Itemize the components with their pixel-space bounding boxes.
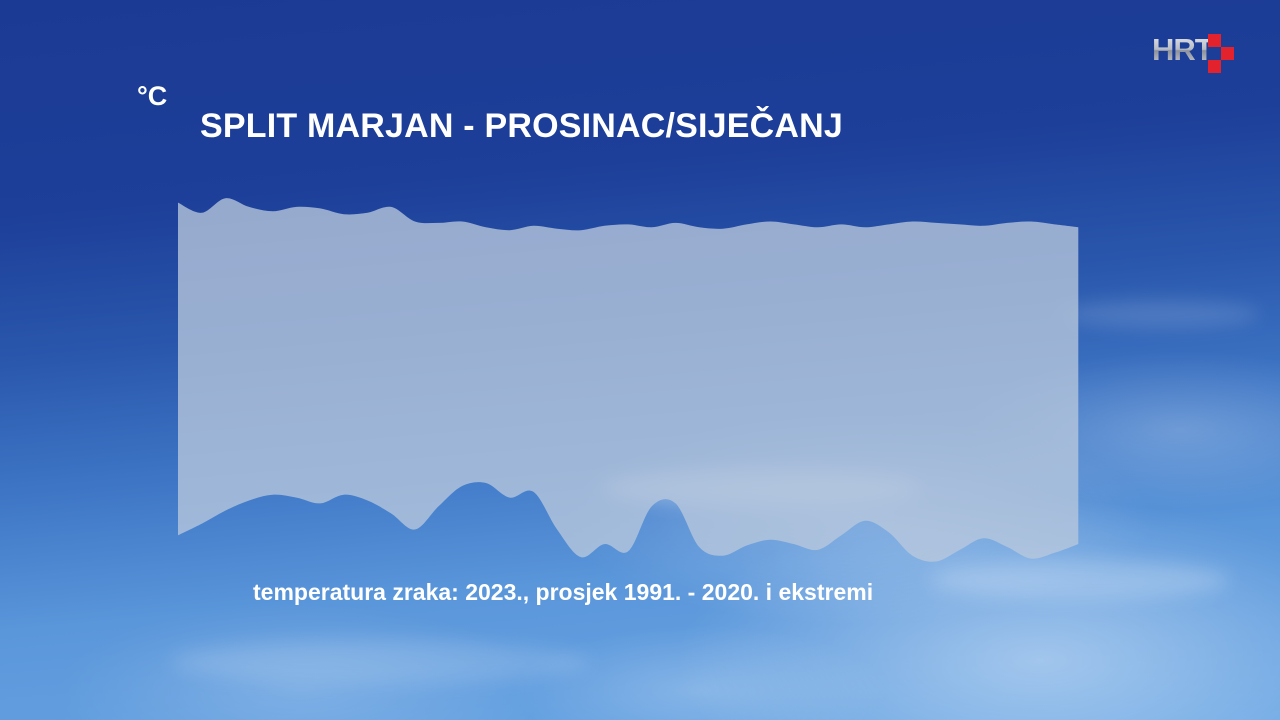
hrt-logo: HRT (1152, 32, 1234, 73)
hrt-logo-square (1221, 47, 1234, 60)
extremes-band-area (178, 198, 1079, 562)
cloud-wisp (170, 640, 590, 684)
hrt-logo-text: HRT (1152, 32, 1214, 67)
cloud-wisp (930, 560, 1230, 600)
hrt-logo-square (1208, 60, 1221, 73)
hrt-logo-square (1208, 34, 1221, 47)
axis-unit-label: °C (137, 81, 167, 111)
chart-title: SPLIT MARJAN - PROSINAC/SIJEČANJ (200, 106, 843, 145)
cloud-wisp (1060, 300, 1260, 328)
chart-subtitle: temperatura zraka: 2023., prosjek 1991. … (253, 579, 873, 605)
